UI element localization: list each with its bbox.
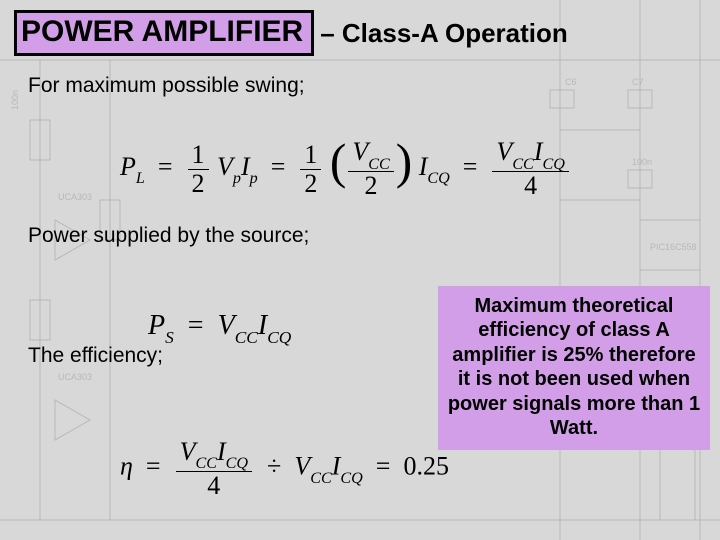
title-suffix: – Class-A Operation [320, 18, 568, 49]
equation-ps: PS = VCCICQ [148, 310, 291, 346]
title-highlight: POWER AMPLIFIER [14, 10, 314, 56]
title-row: POWER AMPLIFIER – Class-A Operation [14, 10, 706, 56]
slide-content: POWER AMPLIFIER – Class-A Operation For … [0, 0, 720, 540]
equation-pl: PL = 12 VpIp = 12 (VCC2) ICQ = VCCICQ4 [120, 130, 571, 200]
text-max-swing: For maximum possible swing; [28, 74, 706, 98]
text-power-supplied: Power supplied by the source; [28, 224, 706, 248]
equation-eta: η = VCCICQ4 ÷ VCCICQ = 0.25 [120, 438, 449, 499]
efficiency-callout: Maximum theoretical efficiency of class … [438, 286, 710, 450]
